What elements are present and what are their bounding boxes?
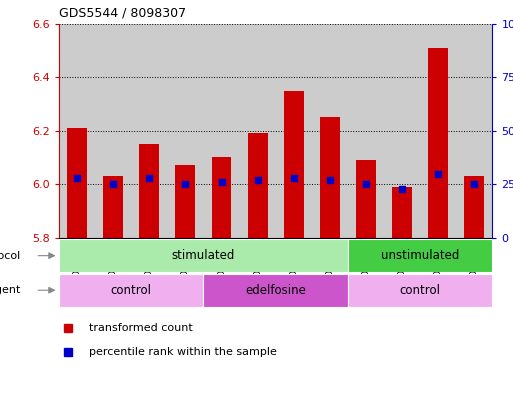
Bar [275,24,312,238]
Bar [457,24,492,238]
Text: unstimulated: unstimulated [381,249,460,262]
Bar [348,274,492,307]
Bar [59,24,95,238]
Bar [312,24,348,238]
Bar [348,24,384,238]
Text: protocol: protocol [0,251,21,261]
Bar [384,24,420,238]
Bar [212,158,231,238]
Bar [67,128,87,238]
Bar [103,176,123,238]
Bar [95,24,131,238]
Bar [356,160,376,238]
Bar [167,24,204,238]
Bar [140,144,159,238]
Text: GDS5544 / 8098307: GDS5544 / 8098307 [59,7,186,20]
Bar [392,187,412,238]
Bar [204,274,348,307]
Bar [284,90,304,238]
Bar [464,176,484,238]
Text: percentile rank within the sample: percentile rank within the sample [89,347,277,358]
Bar [59,274,204,307]
Bar [248,133,268,238]
Text: stimulated: stimulated [172,249,235,262]
Text: edelfosine: edelfosine [245,284,306,297]
Bar [175,165,195,238]
Bar [59,239,348,272]
Bar [420,24,457,238]
Bar [320,117,340,238]
Bar [348,239,492,272]
Text: control: control [400,284,441,297]
Text: agent: agent [0,285,21,295]
Text: control: control [111,284,152,297]
Bar [428,48,448,238]
Text: transformed count: transformed count [89,323,193,333]
Bar [131,24,167,238]
Bar [204,24,240,238]
Bar [240,24,275,238]
